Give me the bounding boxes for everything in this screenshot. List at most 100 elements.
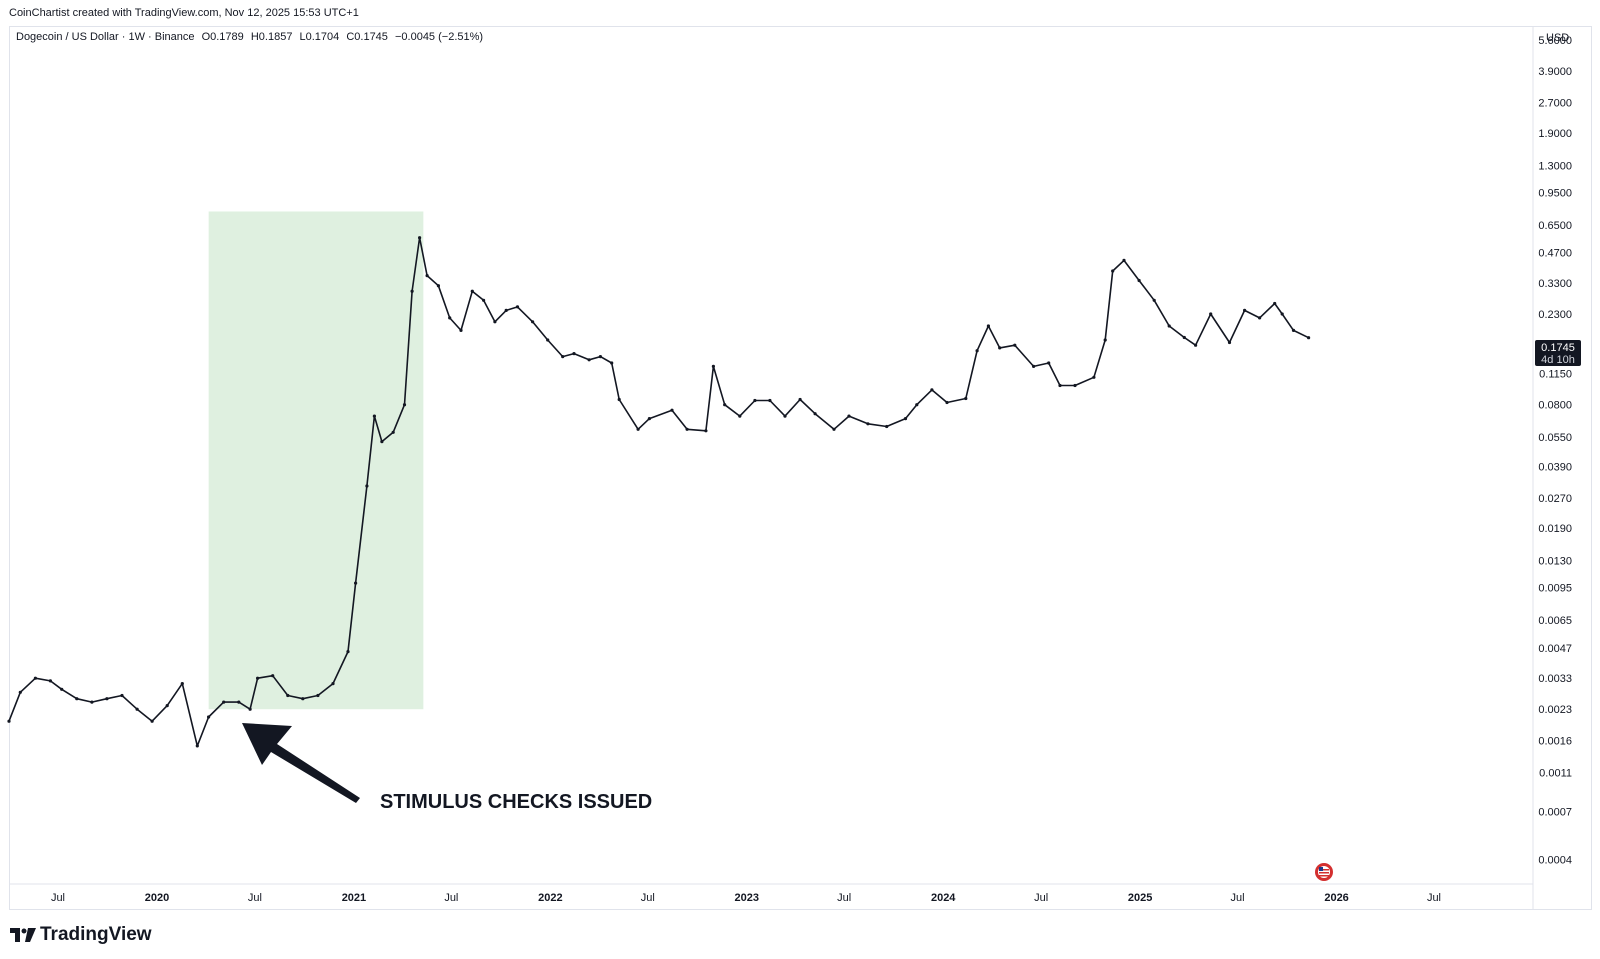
price-point (1152, 298, 1156, 302)
time-tick-label: 2025 (1128, 892, 1152, 904)
time-tick-label: Jul (1231, 892, 1245, 904)
time-tick-label: Jul (248, 892, 262, 904)
price-point (18, 690, 22, 694)
time-tick-label: Jul (641, 892, 655, 904)
low-value: L0.1704 (299, 31, 340, 43)
price-point (1182, 335, 1186, 340)
last-price-badge (1535, 340, 1581, 366)
time-tick-label: 2021 (342, 892, 366, 904)
price-point (798, 397, 802, 402)
close-value: C0.1745 (346, 31, 388, 43)
price-point (48, 679, 53, 683)
price-point (1258, 316, 1262, 320)
price-point (150, 719, 154, 723)
symbol-name[interactable]: Dogecoin / US Dollar · 1W · Binance (16, 31, 195, 43)
price-point (316, 693, 320, 698)
time-tick-label: 2024 (931, 892, 956, 904)
price-point (813, 412, 817, 416)
symbol-legend: Dogecoin / US Dollar · 1W · Binance O0.1… (16, 31, 487, 43)
price-point (410, 289, 414, 293)
price-point (256, 676, 260, 680)
price-point (832, 427, 836, 431)
price-axis-unit[interactable]: USD (1546, 32, 1570, 44)
price-point (866, 422, 870, 426)
price-point (90, 700, 94, 704)
price-tick-label: 0.0047 (1538, 643, 1572, 655)
price-point (459, 328, 463, 332)
open-value: O0.1789 (201, 31, 244, 43)
price-tick-label: 0.0800 (1538, 400, 1572, 412)
price-tick-label: 0.3300 (1538, 278, 1572, 290)
price-tick-label: 0.9500 (1538, 187, 1572, 199)
price-point (195, 744, 199, 748)
price-point (33, 676, 38, 680)
price-tick-label: 0.0004 (1538, 854, 1572, 866)
price-series-line (8, 236, 1309, 747)
price-axis[interactable]: 0.0004 0.0007 0.0011 0.0016 0.0023 0.0033 0.00… (1538, 35, 1572, 866)
price-tick-label: 0.0550 (1538, 432, 1572, 444)
price-point (365, 484, 369, 488)
time-tick-label: Jul (51, 892, 65, 904)
time-tick-label: 2026 (1324, 892, 1348, 904)
price-point (135, 707, 139, 711)
price-point (847, 414, 851, 418)
time-axis[interactable]: Jul 2020 Jul 2021 Jul 2022 Jul 2023 Jul 2024 Jul 20… (51, 892, 1441, 904)
price-tick-label: 3.9000 (1538, 66, 1572, 78)
price-point (975, 349, 979, 353)
price-tick-label: 0.0390 (1538, 461, 1572, 473)
price-point (753, 398, 757, 403)
price-tick-label: 0.1150 (1539, 369, 1572, 381)
price-point (561, 355, 565, 359)
price-point (482, 298, 486, 302)
price-point (515, 305, 520, 309)
price-point (354, 581, 358, 585)
price-point (271, 674, 275, 678)
price-point (587, 358, 591, 362)
price-tick-label: 0.0033 (1538, 673, 1572, 685)
price-point (331, 682, 335, 686)
last-price-label[interactable]: 0.1745 4d 10h (1535, 340, 1581, 366)
price-point (1227, 340, 1232, 345)
price-tick-label: 0.0190 (1538, 523, 1572, 535)
price-point (1194, 343, 1198, 347)
price-point (738, 414, 742, 418)
price-point (301, 697, 305, 701)
price-point (346, 650, 350, 654)
price-tick-label: 0.0130 (1538, 556, 1572, 568)
price-point (670, 408, 674, 412)
price-point (470, 289, 474, 293)
tradingview-logo[interactable]: TradingView (10, 924, 152, 946)
price-point (1167, 324, 1171, 328)
price-point (286, 693, 290, 698)
price-point (1209, 312, 1213, 316)
price-point (572, 352, 576, 356)
high-value: H0.1857 (250, 31, 293, 43)
price-point (1092, 375, 1096, 379)
price-series (7, 236, 1311, 748)
price-point (1291, 328, 1296, 332)
bar-countdown: 4d 10h (1541, 354, 1575, 366)
price-tick-label: 0.0023 (1538, 704, 1572, 716)
price-point (105, 697, 109, 701)
price-point (436, 284, 440, 288)
price-point (531, 320, 535, 324)
price-point (237, 700, 241, 704)
flag-event-icon[interactable] (1315, 863, 1333, 881)
price-point (380, 440, 384, 444)
price-point (903, 417, 908, 421)
price-point (120, 693, 124, 698)
price-tick-label: 0.2300 (1538, 309, 1572, 321)
price-point (1032, 364, 1036, 368)
price-point (1013, 343, 1017, 347)
annotation-arrow (242, 723, 360, 803)
price-point (636, 427, 640, 431)
price-point (1103, 338, 1107, 342)
price-tick-label: 0.6500 (1538, 220, 1572, 232)
price-point (7, 719, 11, 723)
price-point (1122, 258, 1126, 262)
price-point (165, 704, 169, 708)
price-point (998, 346, 1002, 350)
price-point (704, 429, 708, 433)
price-point (930, 388, 934, 392)
